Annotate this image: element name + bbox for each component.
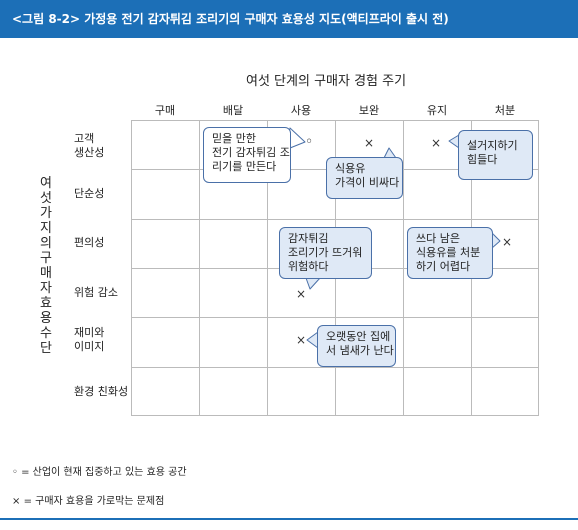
row-label-simplicity: 단순성 xyxy=(74,187,105,200)
callout-line: 조리기가 뜨거워 xyxy=(288,246,363,259)
legend-cross: × = 구매자 효용을 가로막는 문제점 xyxy=(12,492,164,507)
cross-marker: × xyxy=(364,136,375,150)
callout-line: 감자튀김 xyxy=(288,232,329,245)
column-header-delivery: 배달 xyxy=(222,104,244,117)
row-label-convenience: 편의성 xyxy=(74,236,105,249)
grid-line xyxy=(199,120,200,416)
callout-oil-disposal: 쓰다 남은 식용유를 처분 하기 어렵다 xyxy=(407,227,493,279)
callout-line: 서 냄새가 난다 xyxy=(326,344,394,357)
callout-hot-danger: 감자튀김 조리기가 뜨거워 위험하다 xyxy=(279,227,372,279)
cross-marker: × xyxy=(296,287,307,301)
legend-text: = 구매자 효용을 가로막는 문제점 xyxy=(23,496,165,507)
vertical-axis-label: 여섯 가지의 구매자 효용 수단 xyxy=(40,176,52,356)
callout-line: 하기 어렵다 xyxy=(416,260,471,273)
column-header-supplements: 보완 xyxy=(358,104,380,117)
figure-header: <그림 8-2> 가정용 전기 감자튀김 조리기의 구매자 효용성 지도(액티프… xyxy=(0,0,578,38)
grid-line xyxy=(131,120,132,416)
callout-line: 식용유 xyxy=(335,162,366,175)
cross-marker: × xyxy=(431,136,442,150)
callout-line: 오랫동안 집에 xyxy=(326,330,391,343)
row-label-productivity: 고객 생산성 xyxy=(74,132,104,160)
column-header-disposal: 처분 xyxy=(494,104,516,117)
column-header-use: 사용 xyxy=(290,104,312,117)
cross-marker: × xyxy=(502,235,513,249)
row-label-environment: 환경 친화성 xyxy=(74,385,129,398)
callout-tail xyxy=(305,277,321,290)
legend-circle: ◦ = 산업이 현재 집중하고 있는 효용 공간 xyxy=(12,463,187,478)
grid-line xyxy=(538,120,539,416)
grid-line xyxy=(267,120,268,416)
callout-cleaning: 설거지하기 힘들다 xyxy=(458,130,533,180)
callout-line: 쓰다 남은 xyxy=(416,232,460,245)
callout-smell: 오랫동안 집에 서 냄새가 난다 xyxy=(317,325,396,367)
legend-symbol: × xyxy=(12,496,21,507)
callout-line: 리기를 만든다 xyxy=(212,160,277,173)
grid-line xyxy=(403,120,404,416)
row-label-line: 고객 xyxy=(74,132,95,145)
callout-line: 식용유를 처분 xyxy=(416,246,481,259)
callout-line: 설거지하기 xyxy=(467,139,518,152)
row-label-line: 이미지 xyxy=(74,340,105,353)
circle-marker: ◦ xyxy=(305,134,314,150)
figure-caption: <그림 8-2> 가정용 전기 감자튀김 조리기의 구매자 효용성 지도(액티프… xyxy=(12,12,449,26)
row-label-fun-image: 재미와 이미지 xyxy=(74,326,104,354)
column-header-maintenance: 유지 xyxy=(426,104,448,117)
callout-line: 가격이 비싸다 xyxy=(335,176,400,189)
legend-symbol: ◦ xyxy=(12,467,18,478)
footer-divider xyxy=(0,518,578,520)
callout-line: 전기 감자튀김 조 xyxy=(212,146,290,159)
callout-tail xyxy=(289,127,306,149)
row-label-line: 재미와 xyxy=(74,326,105,339)
callout-line: 위험하다 xyxy=(288,260,329,273)
row-label-risk: 위험 감소 xyxy=(74,286,118,299)
legend-text: = 산업이 현재 집중하고 있는 효용 공간 xyxy=(21,467,187,478)
callout-oil-price: 식용유 가격이 비싸다 xyxy=(326,157,403,199)
callout-line: 힘들다 xyxy=(467,153,498,166)
cross-marker: × xyxy=(296,333,307,347)
callout-line: 믿을 만한 xyxy=(212,132,256,145)
column-header-purchase: 구매 xyxy=(154,104,176,117)
callout-reliable-fryer: 믿을 만한 전기 감자튀김 조 리기를 만든다 xyxy=(203,127,291,183)
diagram-title: 여섯 단계의 구매자 경험 주기 xyxy=(246,74,407,89)
row-label-line: 생산성 xyxy=(74,146,105,159)
